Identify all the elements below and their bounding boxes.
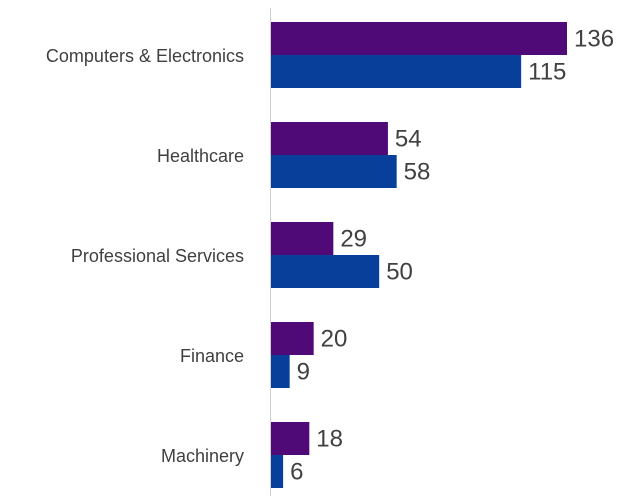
category-labels-layer: Computers & Electronics Healthcare Profess…: [46, 46, 244, 466]
value-label: 54: [395, 126, 422, 153]
value-labels-layer: 136 115 54 58 29 50 20 9 18 6: [290, 26, 614, 486]
category-label: Healthcare: [157, 146, 244, 166]
category-label: Professional Services: [71, 246, 244, 266]
value-label: 136: [574, 26, 614, 53]
bar: [270, 55, 522, 88]
bar: [270, 422, 310, 455]
bar: [270, 155, 397, 188]
value-label: 9: [297, 359, 310, 386]
value-label: 115: [528, 59, 566, 86]
bar: [270, 122, 388, 155]
value-label: 6: [290, 459, 303, 486]
value-label: 18: [316, 426, 343, 453]
bar: [270, 355, 290, 388]
bar: [270, 322, 314, 355]
value-label: 29: [340, 226, 367, 253]
category-label: Finance: [180, 346, 244, 366]
category-label: Computers & Electronics: [46, 46, 244, 66]
value-label: 20: [321, 326, 348, 353]
bar: [270, 22, 567, 55]
bar: [270, 255, 380, 288]
bar: [270, 222, 334, 255]
value-label: 58: [404, 159, 431, 186]
bar: [270, 455, 284, 488]
bars-layer: [270, 22, 567, 488]
value-label: 50: [386, 259, 413, 286]
category-label: Machinery: [161, 446, 244, 466]
